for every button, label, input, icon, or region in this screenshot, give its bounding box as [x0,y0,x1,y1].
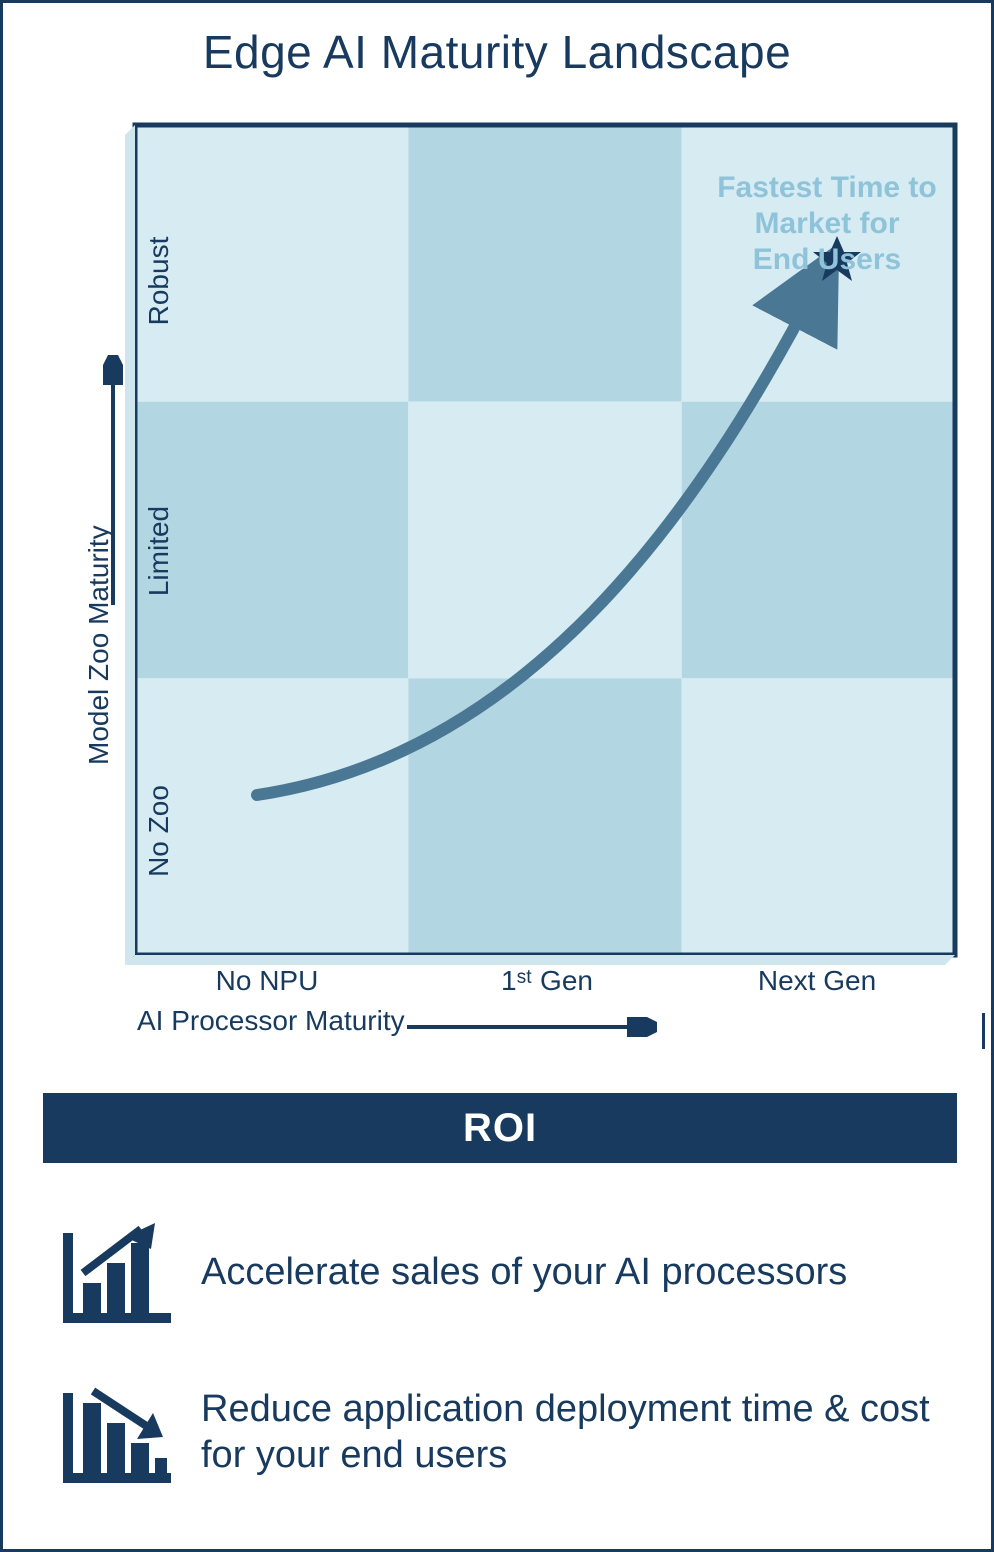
roi-text-reduce: Reduce application deployment time & cos… [201,1387,941,1478]
x-tick-0: No NPU [167,965,367,997]
x-tick-1: 1ˢᵗ Gen [447,965,647,997]
maturity-chart: Model Zoo Maturity AI Processor Maturity… [77,115,957,1035]
y-axis-shadow [125,125,135,965]
roi-text-accelerate: Accelerate sales of your AI processors [201,1250,847,1296]
x-tick-2: Next Gen [717,965,917,997]
x-axis-title: AI Processor Maturity [137,1005,405,1037]
annotation-fastest-ttm: Fastest Time to Market for End Users [702,170,952,278]
text-cursor [982,1013,985,1049]
cell-nozoo-nextgen [682,678,955,955]
cell-robust-nonpu [135,125,408,402]
page-frame: Edge AI Maturity Landscape [0,0,994,1552]
cell-robust-1stgen [408,125,681,402]
cell-limited-1stgen [408,402,681,679]
roi-banner: ROI [43,1093,957,1163]
roi-item-accelerate: Accelerate sales of your AI processors [63,1223,847,1323]
cell-limited-nonpu [135,402,408,679]
x-axis-arrow-icon [397,1017,657,1037]
x-axis-shadow [125,955,955,965]
bar-chart-up-icon [63,1223,173,1323]
y-tick-2: Robust [143,221,175,341]
annotation-line1: Fastest Time to Market for End Users [717,171,937,276]
cell-nozoo-nonpu [135,678,408,955]
bar-chart-down-icon [63,1383,173,1483]
y-axis-title: Model Zoo Maturity [83,525,115,765]
page-title: Edge AI Maturity Landscape [3,25,991,79]
roi-item-reduce: Reduce application deployment time & cos… [63,1383,941,1483]
y-tick-1: Limited [143,491,175,611]
y-tick-0: No Zoo [143,771,175,891]
